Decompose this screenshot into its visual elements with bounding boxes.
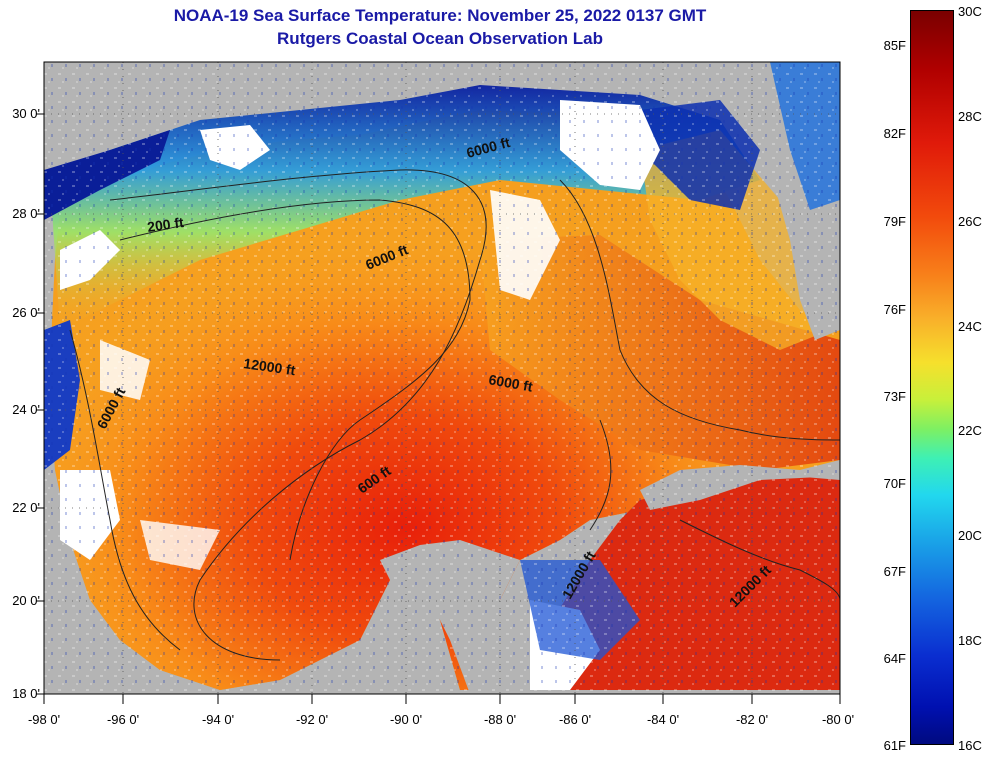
chart-title: NOAA-19 Sea Surface Temperature: Novembe… [173,6,707,25]
lon-label: -86 0' [558,712,592,727]
chart-subtitle: Rutgers Coastal Ocean Observation Lab [277,29,603,48]
temperature-colorbar [910,10,954,745]
colorbar-f-label: 61F [883,738,906,753]
colorbar-f-label: 67F [883,564,906,579]
lon-label: -96 0' [106,712,140,727]
colorbar-f-label: 70F [883,476,906,491]
lat-label: 24 0' [12,402,40,417]
colorbar-c-label: 26C [958,214,982,229]
colorbar-c-label: 30C [958,4,982,19]
lon-label: -82 0' [735,712,769,727]
colorbar-f-label: 85F [883,38,906,53]
lon-label: -84 0' [646,712,680,727]
lat-label: 28 0' [12,206,40,221]
colorbar-f-label: 82F [883,126,906,141]
colorbar-f-label: 73F [883,389,906,404]
axis-ticks [36,113,841,704]
lon-label: -94 0' [201,712,235,727]
colorbar-c-label: 22C [958,423,982,438]
colorbar-c-label: 16C [958,738,982,753]
lat-label: 26 0' [12,305,40,320]
graticule [44,62,840,694]
contour-label: 12000 ft [243,355,297,378]
lon-label: -80 0' [821,712,855,727]
contour-label: 200 ft [146,214,185,235]
lat-label: 30 0' [12,106,40,121]
lon-label: -88 0' [483,712,517,727]
lon-label: -92 0' [295,712,329,727]
colorbar-f-label: 64F [883,651,906,666]
lon-label: -90 0' [389,712,423,727]
colorbar-c-label: 18C [958,633,982,648]
depth-contours [69,169,841,661]
lat-label: 20 0' [12,593,40,608]
lon-label: -98 0' [27,712,61,727]
colorbar-c-label: 24C [958,319,982,334]
colorbar-c-label: 20C [958,528,982,543]
contour-label: 6000 ft [487,371,534,395]
lat-label: 18 0' [12,686,40,701]
lat-label: 22 0' [12,500,40,515]
colorbar-f-label: 79F [883,214,906,229]
colorbar-f-label: 76F [883,302,906,317]
colorbar-c-label: 28C [958,109,982,124]
